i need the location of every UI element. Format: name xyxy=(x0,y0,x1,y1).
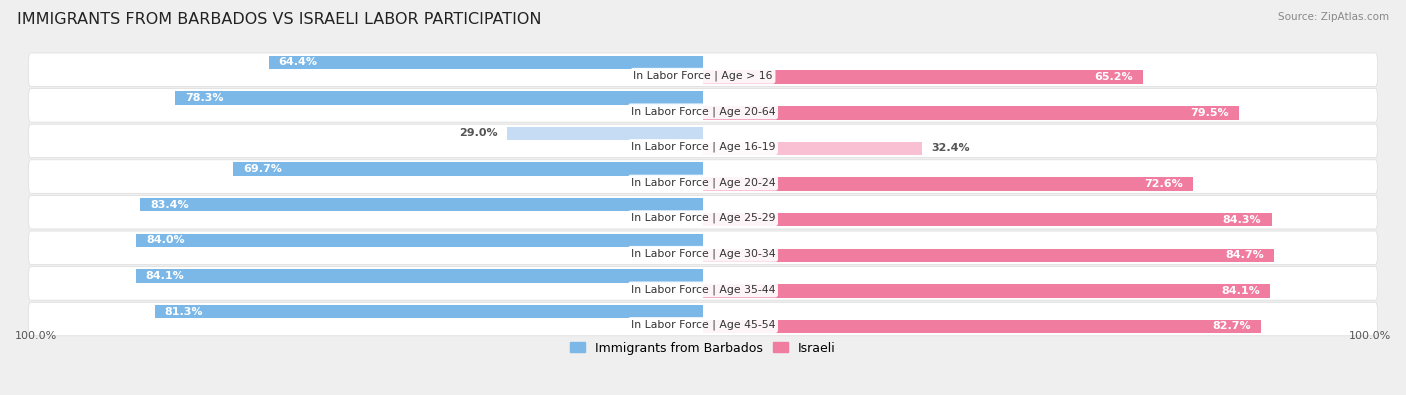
Bar xyxy=(136,233,703,247)
FancyBboxPatch shape xyxy=(28,88,1378,122)
Text: 81.3%: 81.3% xyxy=(165,307,204,316)
Text: In Labor Force | Age 16-19: In Labor Force | Age 16-19 xyxy=(631,142,775,152)
Bar xyxy=(174,91,703,105)
Text: In Labor Force | Age 30-34: In Labor Force | Age 30-34 xyxy=(631,248,775,259)
Bar xyxy=(155,305,703,318)
FancyBboxPatch shape xyxy=(28,124,1378,158)
Bar xyxy=(703,177,1192,191)
FancyBboxPatch shape xyxy=(28,231,1378,265)
Bar xyxy=(141,198,703,211)
Text: IMMIGRANTS FROM BARBADOS VS ISRAELI LABOR PARTICIPATION: IMMIGRANTS FROM BARBADOS VS ISRAELI LABO… xyxy=(17,12,541,27)
Bar xyxy=(233,162,703,176)
Text: 82.7%: 82.7% xyxy=(1212,322,1251,331)
Text: 79.5%: 79.5% xyxy=(1191,108,1229,118)
Bar xyxy=(703,248,1274,262)
Text: 84.7%: 84.7% xyxy=(1226,250,1264,260)
Text: 84.1%: 84.1% xyxy=(146,271,184,281)
Text: In Labor Force | Age 45-54: In Labor Force | Age 45-54 xyxy=(631,320,775,330)
Bar xyxy=(703,284,1270,298)
Bar xyxy=(703,320,1261,333)
Bar xyxy=(703,142,921,155)
Text: In Labor Force | Age > 16: In Labor Force | Age > 16 xyxy=(633,71,773,81)
Text: In Labor Force | Age 25-29: In Labor Force | Age 25-29 xyxy=(631,213,775,224)
Bar xyxy=(508,127,703,140)
Text: 72.6%: 72.6% xyxy=(1144,179,1182,189)
Text: In Labor Force | Age 20-24: In Labor Force | Age 20-24 xyxy=(631,177,775,188)
Text: 64.4%: 64.4% xyxy=(278,57,318,67)
Text: 32.4%: 32.4% xyxy=(932,143,970,153)
Text: In Labor Force | Age 35-44: In Labor Force | Age 35-44 xyxy=(631,284,775,295)
Text: In Labor Force | Age 20-64: In Labor Force | Age 20-64 xyxy=(631,106,775,117)
FancyBboxPatch shape xyxy=(28,267,1378,300)
Text: 29.0%: 29.0% xyxy=(458,128,498,139)
Bar xyxy=(703,70,1143,84)
Bar xyxy=(136,269,703,283)
Text: 83.4%: 83.4% xyxy=(150,200,190,210)
FancyBboxPatch shape xyxy=(28,53,1378,87)
Text: Source: ZipAtlas.com: Source: ZipAtlas.com xyxy=(1278,12,1389,22)
Text: 100.0%: 100.0% xyxy=(15,331,58,341)
Text: 84.0%: 84.0% xyxy=(146,235,186,245)
Bar xyxy=(269,56,703,69)
Text: 84.1%: 84.1% xyxy=(1222,286,1260,296)
Text: 65.2%: 65.2% xyxy=(1094,72,1133,82)
Text: 100.0%: 100.0% xyxy=(1348,331,1391,341)
Text: 84.3%: 84.3% xyxy=(1223,214,1261,225)
Bar xyxy=(703,106,1239,120)
Legend: Immigrants from Barbados, Israeli: Immigrants from Barbados, Israeli xyxy=(565,337,841,359)
FancyBboxPatch shape xyxy=(28,160,1378,193)
Bar xyxy=(703,213,1271,226)
FancyBboxPatch shape xyxy=(28,196,1378,229)
FancyBboxPatch shape xyxy=(28,302,1378,336)
Text: 69.7%: 69.7% xyxy=(243,164,281,174)
Text: 78.3%: 78.3% xyxy=(186,93,224,103)
